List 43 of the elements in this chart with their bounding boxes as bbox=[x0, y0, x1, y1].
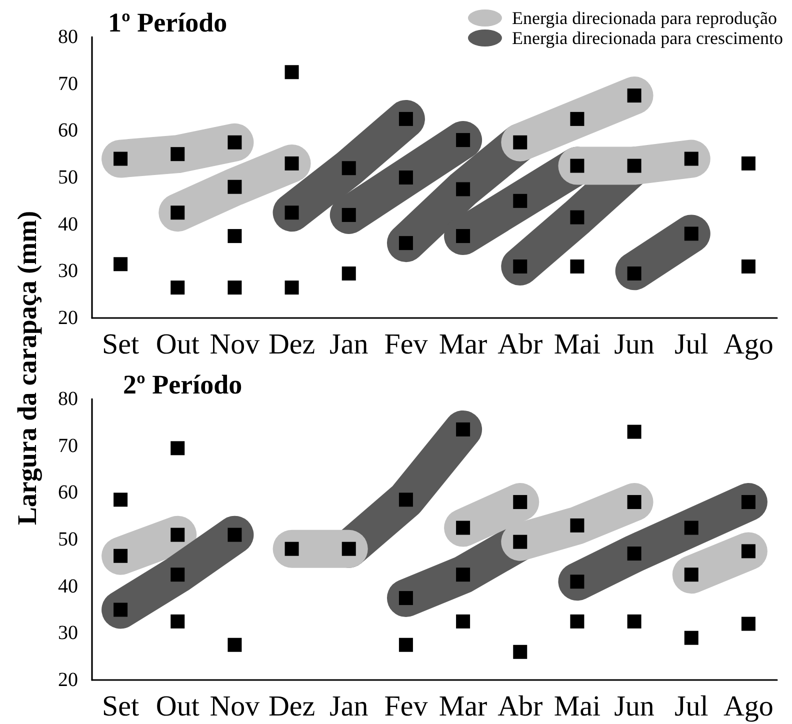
x-tick-label: Nov bbox=[210, 328, 260, 360]
x-tick-label: Set bbox=[102, 328, 140, 360]
y-tick-label: 70 bbox=[58, 72, 78, 95]
x-tick-label: Jan bbox=[330, 690, 369, 722]
x-tick-label: Abr bbox=[498, 328, 544, 360]
x-tick-label: Mar bbox=[438, 690, 488, 722]
x-tick-label: Jun bbox=[614, 328, 655, 360]
y-tick-label: 80 bbox=[58, 26, 78, 48]
y-tick-label: 80 bbox=[58, 388, 78, 410]
x-tick-label: Mar bbox=[438, 328, 488, 360]
y-tick-label: 40 bbox=[58, 213, 78, 236]
x-tick-label: Mai bbox=[554, 690, 601, 722]
y-tick-label: 40 bbox=[58, 575, 78, 598]
y-tick-label: 70 bbox=[58, 434, 78, 457]
x-tick-label: Set bbox=[102, 690, 140, 722]
x-tick-label: Fev bbox=[384, 690, 428, 722]
x-tick-label: Ago bbox=[723, 328, 774, 360]
x-tick-label: Jun bbox=[614, 690, 655, 722]
x-tick-label: Jan bbox=[330, 328, 369, 360]
y-tick-label: 20 bbox=[58, 307, 78, 329]
y-tick-label: 30 bbox=[58, 622, 78, 644]
y-tick-label: 50 bbox=[58, 166, 78, 188]
x-tick-label: Dez bbox=[268, 690, 316, 722]
x-tick-label: Out bbox=[156, 328, 200, 360]
legend-label: Energia direcionada para reprodução bbox=[512, 8, 778, 28]
x-tick-label: Jul bbox=[674, 328, 708, 360]
x-tick-label: Nov bbox=[210, 690, 260, 722]
legend-label: Energia direcionada para crescimento bbox=[512, 28, 784, 48]
x-tick-label: Ago bbox=[723, 690, 774, 722]
chart-title: 2º Período bbox=[123, 370, 242, 400]
y-tick-label: 60 bbox=[58, 482, 78, 504]
y-tick-label: 20 bbox=[58, 669, 78, 691]
x-tick-label: Fev bbox=[384, 328, 428, 360]
x-tick-label: Jul bbox=[674, 690, 708, 722]
chart-title: 1º Período bbox=[108, 8, 228, 38]
y-axis-title: Largura da carapaça (mm) bbox=[12, 210, 42, 526]
y-tick-label: 30 bbox=[58, 260, 78, 282]
x-tick-label: Abr bbox=[498, 690, 544, 722]
y-tick-label: 60 bbox=[58, 120, 78, 142]
x-tick-label: Dez bbox=[268, 328, 316, 360]
x-tick-label: Out bbox=[156, 690, 200, 722]
y-tick-label: 50 bbox=[58, 528, 78, 550]
x-tick-label: Mai bbox=[554, 328, 601, 360]
